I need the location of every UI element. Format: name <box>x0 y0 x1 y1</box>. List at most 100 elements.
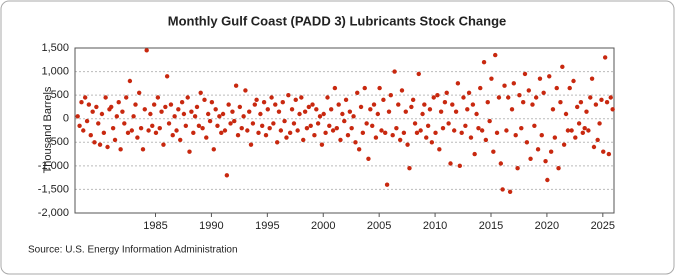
point <box>245 128 250 133</box>
point <box>222 128 228 133</box>
point <box>356 147 362 152</box>
point <box>459 130 464 136</box>
point <box>217 114 222 119</box>
x-tick-label: 2025 <box>591 220 615 232</box>
point <box>267 125 272 131</box>
point <box>416 71 421 77</box>
point <box>259 123 265 128</box>
point <box>211 147 216 152</box>
point <box>228 121 233 126</box>
point <box>286 92 291 98</box>
point <box>541 90 546 95</box>
point <box>321 111 326 117</box>
point <box>334 125 339 131</box>
point <box>86 102 92 107</box>
point <box>291 121 297 126</box>
point <box>368 107 373 112</box>
point <box>494 130 500 136</box>
point <box>338 137 343 143</box>
point <box>588 95 593 100</box>
point <box>194 104 200 110</box>
point <box>176 107 181 112</box>
point <box>507 189 513 194</box>
point <box>362 85 367 91</box>
point <box>366 156 371 161</box>
point <box>414 130 420 136</box>
point <box>409 104 414 110</box>
point <box>241 114 246 119</box>
point <box>431 95 436 100</box>
point <box>526 88 531 93</box>
point <box>453 109 459 114</box>
point <box>377 85 382 91</box>
point <box>191 130 196 136</box>
point <box>351 114 356 119</box>
point <box>118 147 123 152</box>
point <box>394 125 399 131</box>
y-tick-label: 1,000 <box>41 65 69 77</box>
x-tick-label: 2005 <box>367 220 391 232</box>
point <box>509 107 515 112</box>
point <box>429 140 435 145</box>
point <box>560 64 565 70</box>
y-tick-label: -1,500 <box>38 183 69 195</box>
point <box>254 97 259 103</box>
point <box>248 142 254 147</box>
point <box>226 102 231 107</box>
point <box>112 137 118 143</box>
point <box>124 95 129 100</box>
point <box>207 118 213 124</box>
point <box>535 147 541 152</box>
point <box>263 133 269 138</box>
point <box>410 97 416 103</box>
point <box>481 59 487 65</box>
point <box>390 133 395 138</box>
point <box>360 130 366 136</box>
point <box>90 109 95 114</box>
point <box>379 128 384 133</box>
point <box>561 142 567 147</box>
point <box>181 111 187 117</box>
point <box>129 128 135 133</box>
point <box>328 107 334 112</box>
point <box>97 142 103 147</box>
point <box>370 123 375 128</box>
point <box>420 111 425 117</box>
point <box>301 137 306 143</box>
point <box>556 166 561 171</box>
point <box>213 107 218 112</box>
point <box>127 78 133 84</box>
point <box>131 114 136 119</box>
point <box>247 109 252 114</box>
point <box>148 111 153 117</box>
point <box>532 123 537 128</box>
point <box>547 74 552 79</box>
point <box>599 97 604 103</box>
point <box>312 133 317 138</box>
point <box>96 121 101 126</box>
point <box>302 109 308 114</box>
point <box>543 158 548 164</box>
point <box>388 92 393 98</box>
point <box>461 95 466 100</box>
point <box>258 111 263 117</box>
x-tick-label: 2000 <box>311 220 335 232</box>
point <box>125 130 131 136</box>
point <box>252 102 258 107</box>
point <box>444 90 449 95</box>
point <box>397 137 403 143</box>
point <box>232 118 237 124</box>
point <box>105 144 110 150</box>
chart-title: Monthly Gulf Coast (PADD 3) Lubricants S… <box>168 13 507 28</box>
point <box>142 107 147 112</box>
point <box>151 102 157 107</box>
point <box>571 78 576 84</box>
point <box>310 102 315 107</box>
point <box>243 88 248 93</box>
point <box>265 107 270 112</box>
point <box>163 104 168 110</box>
point <box>483 137 489 143</box>
point <box>164 74 170 79</box>
point <box>498 161 504 166</box>
